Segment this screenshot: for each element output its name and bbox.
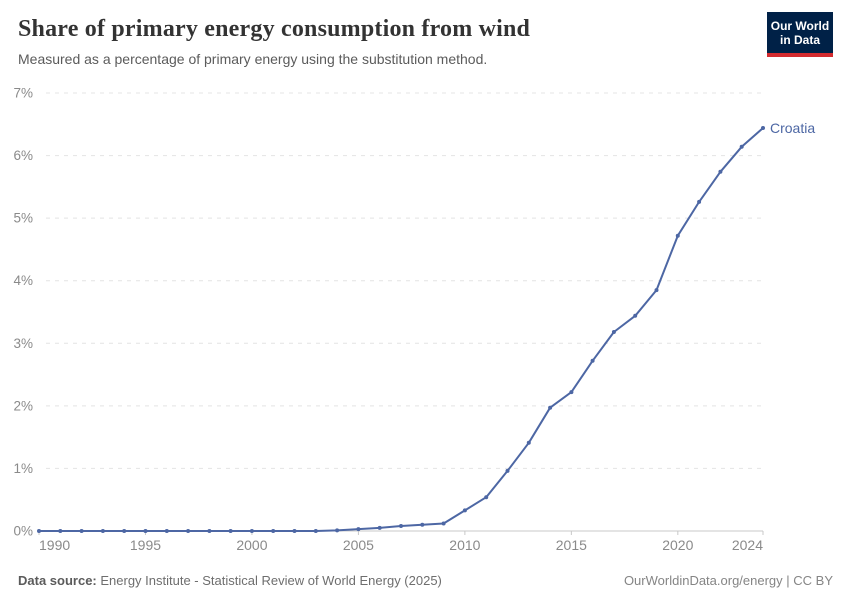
- y-tick-label: 0%: [13, 524, 33, 539]
- data-point[interactable]: [441, 521, 446, 526]
- data-point[interactable]: [228, 529, 233, 533]
- data-point[interactable]: [207, 529, 212, 533]
- y-tick-label: 2%: [13, 398, 33, 413]
- page-title: Share of primary energy consumption from…: [18, 16, 531, 42]
- chart-subtitle: Measured as a percentage of primary ener…: [18, 51, 488, 67]
- y-tick-label: 3%: [13, 336, 33, 351]
- data-line-croatia: [38, 127, 764, 532]
- x-tick-label: 2000: [236, 537, 267, 553]
- data-point[interactable]: [505, 468, 510, 473]
- chart-header: Share of primary energy consumption from…: [18, 14, 750, 68]
- data-point[interactable]: [164, 529, 169, 533]
- x-tick-label: 2020: [662, 537, 693, 553]
- x-tick-label: 2005: [343, 537, 374, 553]
- owid-logo[interactable]: Our World in Data: [767, 12, 833, 57]
- data-point[interactable]: [484, 495, 489, 500]
- data-point[interactable]: [249, 529, 254, 533]
- data-point[interactable]: [186, 529, 191, 533]
- data-point[interactable]: [356, 527, 361, 532]
- data-point[interactable]: [420, 522, 425, 527]
- data-point[interactable]: [143, 529, 148, 533]
- data-point[interactable]: [697, 199, 702, 204]
- data-point[interactable]: [718, 169, 723, 174]
- x-tick-label: 1990: [39, 537, 70, 553]
- footer-datasource: Data source: Energy Institute - Statisti…: [18, 573, 442, 588]
- data-point[interactable]: [739, 144, 744, 149]
- x-tick-label: 2010: [449, 537, 480, 553]
- datasource-label: Data source:: [18, 573, 97, 588]
- data-point[interactable]: [377, 525, 382, 530]
- data-point[interactable]: [37, 529, 41, 533]
- y-tick-label: 1%: [13, 461, 33, 476]
- data-point[interactable]: [569, 390, 574, 395]
- data-point[interactable]: [335, 528, 340, 533]
- data-point[interactable]: [654, 288, 659, 293]
- logo-text-line2: in Data: [779, 33, 820, 47]
- data-point[interactable]: [399, 524, 403, 528]
- data-point[interactable]: [675, 233, 680, 238]
- chart-footer: Data source: Energy Institute - Statisti…: [18, 573, 833, 588]
- data-point[interactable]: [590, 358, 595, 363]
- y-tick-label: 7%: [13, 86, 33, 101]
- footer-link[interactable]: OurWorldinData.org/energy | CC BY: [623, 573, 833, 588]
- data-point[interactable]: [313, 529, 318, 533]
- data-point[interactable]: [526, 440, 531, 445]
- x-tick-label: 2015: [556, 537, 587, 553]
- data-point[interactable]: [122, 529, 127, 533]
- x-tick-label: 2024: [732, 537, 763, 553]
- y-tick-label: 5%: [13, 211, 33, 226]
- logo-text-line1: Our World: [770, 19, 830, 33]
- data-point[interactable]: [462, 508, 467, 513]
- data-point[interactable]: [100, 529, 105, 533]
- y-tick-label: 4%: [13, 273, 33, 288]
- data-point[interactable]: [548, 405, 553, 410]
- data-point[interactable]: [633, 313, 638, 318]
- data-point[interactable]: [58, 529, 63, 533]
- series-label-croatia[interactable]: Croatia: [770, 120, 815, 136]
- data-point[interactable]: [611, 330, 616, 334]
- data-point[interactable]: [761, 126, 765, 130]
- data-point[interactable]: [271, 529, 276, 533]
- y-tick-label: 6%: [13, 148, 33, 163]
- x-tick-label: 1995: [130, 537, 161, 553]
- datasource-text: Energy Institute - Statistical Review of…: [96, 573, 442, 588]
- data-point[interactable]: [292, 529, 297, 533]
- data-point[interactable]: [79, 529, 84, 533]
